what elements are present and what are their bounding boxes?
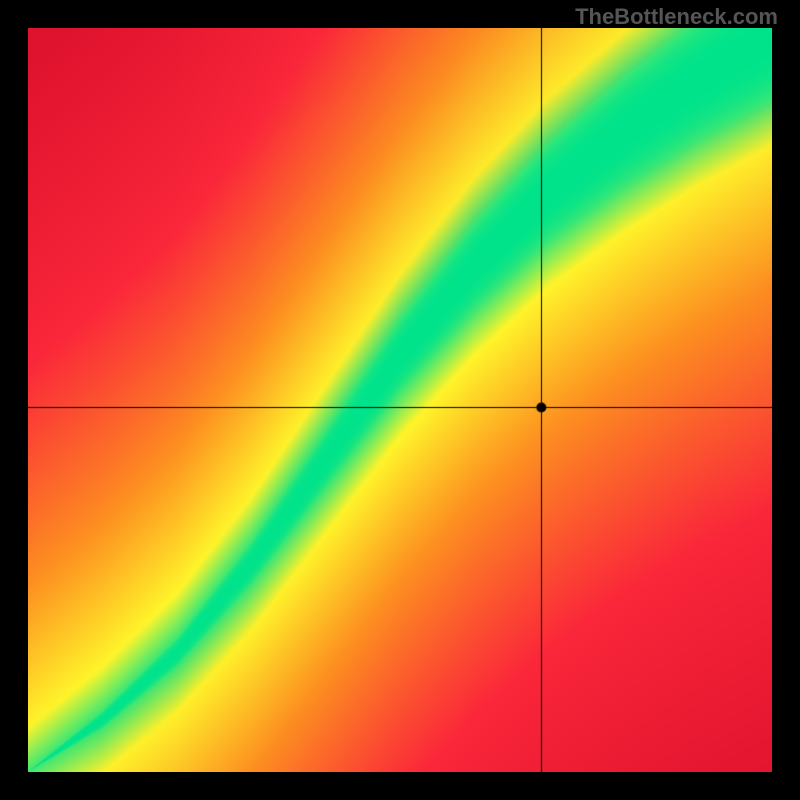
bottleneck-heatmap bbox=[28, 28, 772, 772]
watermark-text: TheBottleneck.com bbox=[575, 4, 778, 30]
